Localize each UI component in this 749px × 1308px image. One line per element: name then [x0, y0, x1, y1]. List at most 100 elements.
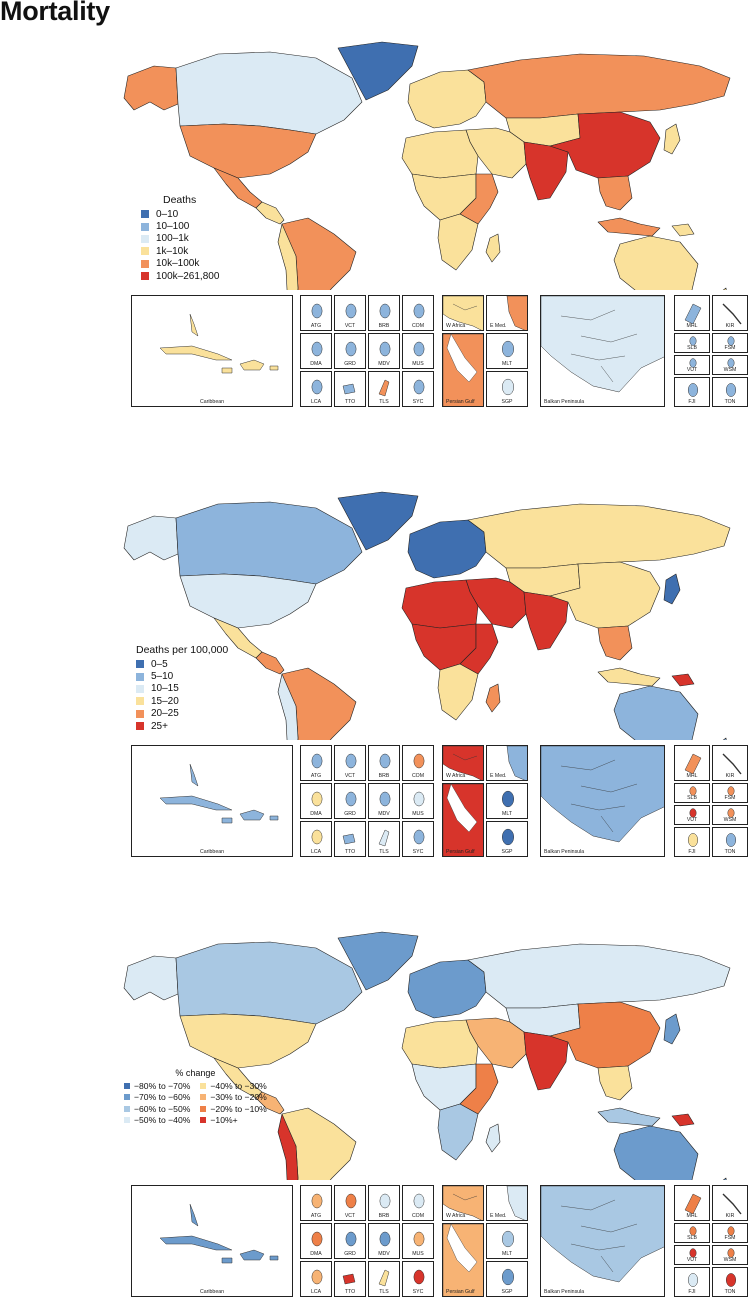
grd-shape — [345, 341, 357, 357]
inset-label: BRB — [378, 1213, 390, 1219]
region-china — [549, 561, 661, 629]
region-greenland — [337, 931, 419, 991]
inset-label: MDV — [378, 811, 390, 817]
inset-label: LCA — [310, 849, 322, 855]
inset-mdv: MDV — [368, 783, 400, 819]
inset-label: TLS — [379, 1289, 389, 1295]
legend-label: −40% to −30% — [210, 1080, 267, 1091]
inset-label: W Africa — [446, 323, 466, 329]
inset-mlt: MLT — [486, 333, 528, 369]
region-png — [671, 223, 695, 237]
legend-swatch — [200, 1117, 207, 1124]
inset-balkan: Balkan Peninsula — [540, 295, 665, 407]
inset-label: SGP — [501, 399, 513, 405]
inset-label: Persian Gulf — [446, 849, 475, 855]
inset-ton: TON — [712, 1267, 748, 1297]
wsm-shape — [727, 808, 735, 818]
e_med-shape — [506, 746, 527, 780]
region-madagascar — [485, 233, 501, 263]
legend-swatch — [124, 1082, 130, 1089]
legend-item: −40% to −30% — [200, 1080, 267, 1092]
inset-fji: FJI — [674, 377, 710, 407]
inset-label: SGP — [501, 1289, 513, 1295]
inset-sgp: SGP — [486, 821, 528, 857]
inset-lca: LCA — [300, 821, 332, 857]
balkan-shape — [541, 746, 664, 843]
mus-shape — [413, 791, 425, 807]
inset-label: Caribbean — [200, 1289, 224, 1295]
region-russia — [467, 53, 731, 119]
inset-label: MLT — [502, 1251, 512, 1257]
region-canada — [175, 51, 363, 135]
inset-label: FSM — [724, 345, 736, 351]
inset-label: MUS — [412, 1251, 424, 1257]
inset-mhl: MHL — [674, 745, 710, 781]
inset-fsm: FSM — [712, 1223, 748, 1243]
brb-shape — [379, 303, 391, 319]
inset-atg: ATG — [300, 295, 332, 331]
inset-label: KIR — [725, 323, 735, 329]
inset-caribbean: Caribbean — [131, 295, 293, 407]
region-madagascar — [485, 683, 501, 713]
inset-label: VUT — [686, 367, 698, 373]
inset-dma: DMA — [300, 783, 332, 819]
region-australia — [613, 235, 699, 290]
inset-label: KIR — [725, 1213, 735, 1219]
inset-label: E Med. — [490, 1213, 507, 1219]
inset-com: COM — [402, 295, 434, 331]
kir-shape — [722, 1193, 742, 1215]
fji-shape — [687, 833, 699, 847]
inset-label: BRB — [378, 323, 390, 329]
region-africa_s — [437, 213, 479, 271]
inset-brb: BRB — [368, 1185, 400, 1221]
inset-mdv: MDV — [368, 333, 400, 369]
region-se_asia — [597, 625, 633, 661]
inset-label: VUT — [686, 1257, 698, 1263]
inset-syc: SYC — [402, 1261, 434, 1297]
syc-shape — [413, 829, 425, 845]
inset-label: FJI — [688, 399, 696, 405]
e_med-shape — [506, 296, 527, 330]
legend-swatch — [136, 722, 144, 731]
inset-label: COM — [411, 1213, 425, 1219]
region-india — [523, 1031, 569, 1091]
inset-dma: DMA — [300, 1223, 332, 1259]
inset-dma: DMA — [300, 333, 332, 369]
inset-label: SLB — [687, 1235, 697, 1241]
inset-w_africa: W Africa — [442, 295, 484, 331]
mus-shape — [413, 341, 425, 357]
legend-title: Deaths per 100,000 — [136, 644, 229, 656]
inset-label: ATG — [310, 773, 322, 779]
inset-label: MLT — [502, 361, 512, 367]
inset-label: MHL — [686, 323, 698, 329]
legend-swatch — [124, 1117, 130, 1124]
legend-item: −30% to −20% — [200, 1092, 267, 1104]
inset-lca: LCA — [300, 1261, 332, 1297]
inset-atg: ATG — [300, 745, 332, 781]
legend-label: 10–100 — [156, 221, 190, 233]
inset-label: LCA — [310, 1289, 322, 1295]
region-madagascar — [485, 1123, 501, 1153]
e_med-shape — [506, 1186, 527, 1220]
inset-vut: VUT — [674, 805, 710, 825]
legend-label: −20% to −10% — [210, 1103, 267, 1114]
inset-label: DMA — [310, 361, 322, 367]
legend-swatch — [136, 672, 144, 681]
region-russia — [467, 943, 731, 1009]
inset-wsm: WSM — [712, 1245, 748, 1265]
inset-tls: TLS — [368, 371, 400, 407]
mhl-shape — [684, 303, 702, 325]
inset-sgp: SGP — [486, 371, 528, 407]
inset-label: WSM — [723, 1257, 737, 1263]
legend-item: 100–1k — [141, 233, 219, 245]
lca-shape — [311, 829, 323, 845]
inset-label: SYC — [412, 1289, 424, 1295]
region-indonesia — [597, 217, 661, 237]
region-japan — [663, 1013, 681, 1045]
inset-vut: VUT — [674, 1245, 710, 1265]
vut-shape — [689, 1248, 697, 1258]
inset-w_africa: W Africa — [442, 745, 484, 781]
inset-mdv: MDV — [368, 1223, 400, 1259]
dma-shape — [311, 791, 323, 807]
region-png — [671, 673, 695, 687]
